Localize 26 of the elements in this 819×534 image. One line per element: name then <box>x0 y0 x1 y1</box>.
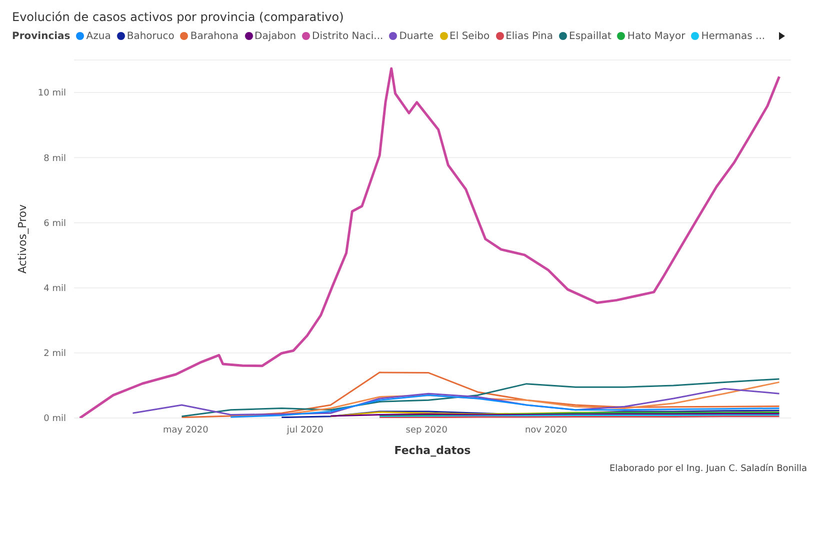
y-tick-label: 2 mil <box>44 349 66 360</box>
legend-label: El Seibo <box>450 30 490 42</box>
legend-label: Bahoruco <box>126 30 174 42</box>
legend-title: Provincias <box>12 30 70 42</box>
y-axis-title: Activos_Prov <box>16 204 29 274</box>
x-tick-label: may 2020 <box>162 425 209 436</box>
y-tick-label: 8 mil <box>44 154 66 164</box>
legend-label: Distrito Naci... <box>312 30 384 42</box>
chart-title: Evolución de casos activos por provincia (comparativo) <box>12 9 345 26</box>
legend-label: Hato Mayor <box>627 30 686 42</box>
legend-label: Duarte <box>399 30 434 42</box>
legend-label: Azua <box>86 30 111 42</box>
legend-label: Barahona <box>190 30 238 42</box>
legend-label: Elias Pina <box>506 30 554 42</box>
text: Elaborado por el Ing. Juan C. Saladín Bonilla <box>608 464 807 474</box>
y-tick-label: 4 mil <box>44 284 66 294</box>
x-tick-label: nov 2020 <box>524 425 568 436</box>
x-tick-label: sep 2020 <box>406 425 448 436</box>
legend-label: Hermanas ... <box>701 30 766 42</box>
x-tick-label: jul 2020 <box>286 425 324 436</box>
legend-label: Espaillat <box>569 30 612 42</box>
x-axis-title: Fecha_datos <box>394 444 472 457</box>
y-tick-label: 0 mil <box>44 414 66 424</box>
y-tick-label: 10 mil <box>38 88 66 99</box>
legend-label: Dajabon <box>254 30 296 42</box>
y-tick-label: 6 mil <box>44 218 66 229</box>
